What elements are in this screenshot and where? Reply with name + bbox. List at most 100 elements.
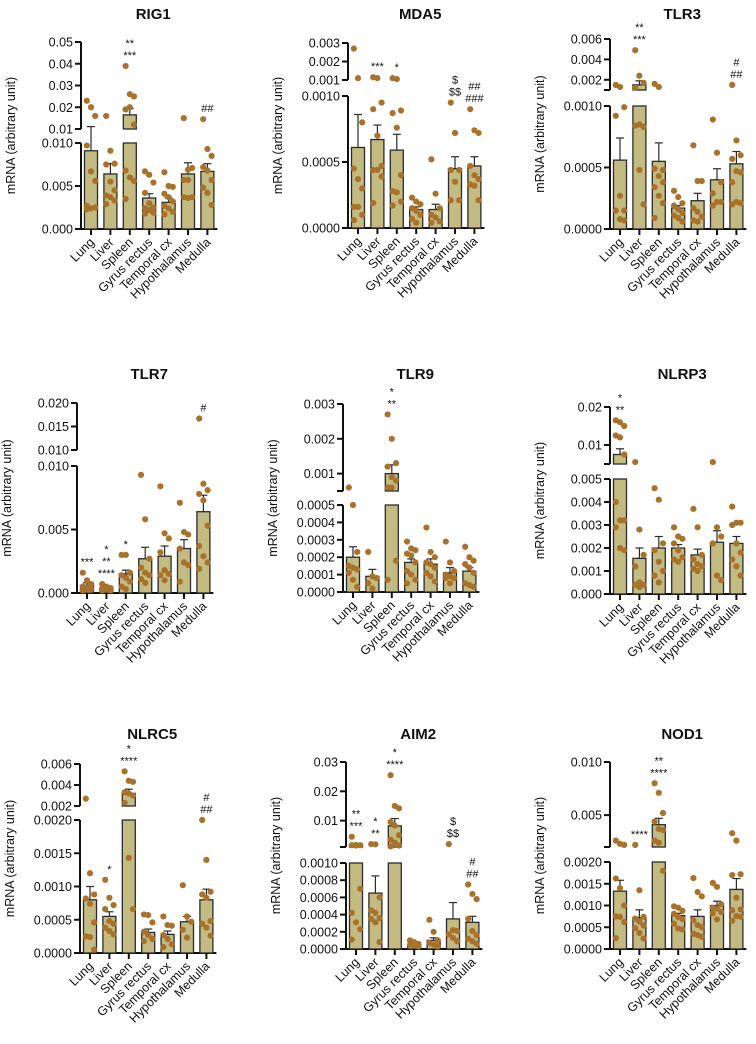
significance-label: $$ (449, 87, 461, 99)
data-point (616, 192, 624, 199)
data-point (204, 167, 211, 174)
data-point (91, 919, 98, 926)
data-point (137, 471, 145, 478)
chart-mda5: MDA5 mRNA (arbitrary unit) 0.0000 0.0005 0.0… (271, 6, 484, 301)
data-point (729, 179, 736, 186)
y-tick-label: 0.0010 (564, 100, 602, 114)
data-point (718, 901, 725, 908)
data-point (392, 477, 400, 484)
data-point (670, 187, 678, 194)
data-point (694, 888, 701, 896)
data-point (636, 918, 643, 925)
y-tick-label: 0.0010 (300, 857, 338, 871)
data-point (612, 498, 619, 506)
y-tick-label: 0.0020 (34, 814, 72, 828)
data-point (107, 194, 114, 201)
data-point (616, 83, 624, 91)
data-point (469, 927, 476, 935)
data-point (426, 916, 433, 923)
data-point (165, 570, 172, 578)
data-point (110, 931, 117, 938)
data-point (632, 563, 639, 570)
data-point (164, 935, 171, 943)
data-point (447, 99, 454, 106)
data-point (466, 564, 473, 571)
data-point (397, 198, 405, 205)
chart-tlr3: TLR3 mRNA (arbitrary unit) 0.0000 0.0005 0.0… (533, 6, 747, 302)
data-point (621, 207, 628, 214)
data-point (423, 569, 430, 576)
data-point (111, 160, 118, 167)
y-tick-label: 0.005 (571, 809, 602, 823)
y-tick-label: 0.05 (49, 36, 73, 50)
data-point (709, 116, 716, 123)
data-point (82, 795, 89, 802)
data-point (454, 927, 461, 935)
data-point (203, 856, 210, 864)
data-point (378, 173, 385, 180)
bar-group-liver: Liver*** (352, 816, 383, 984)
data-point (397, 107, 405, 114)
data-point (679, 915, 686, 923)
data-point (470, 557, 477, 564)
data-point (395, 805, 403, 812)
data-point (655, 173, 662, 180)
data-point (415, 943, 422, 950)
data-point (698, 893, 705, 900)
data-point (655, 579, 662, 586)
data-point (83, 206, 90, 213)
y-tick-label: 0.0003 (297, 533, 335, 547)
data-point (200, 163, 207, 171)
significance-label: # (200, 403, 207, 415)
data-point (196, 542, 203, 550)
data-point (659, 809, 667, 817)
data-point (370, 199, 377, 207)
data-point (91, 891, 98, 898)
significance-label: *** (123, 50, 137, 62)
data-point (126, 174, 133, 181)
y-tick-label: 0.002 (304, 432, 335, 446)
data-point (122, 195, 129, 202)
y-tick-label: 0.000 (571, 588, 602, 602)
data-point (713, 916, 721, 923)
bar (121, 819, 136, 954)
data-point (199, 816, 206, 824)
y-tick-label: 0.002 (41, 800, 72, 814)
y-tick-label: 0.0015 (34, 847, 72, 861)
data-point (442, 538, 449, 545)
data-point (698, 924, 705, 931)
data-point (86, 870, 94, 877)
data-point (403, 580, 411, 587)
bar (612, 478, 628, 595)
data-point (737, 549, 744, 556)
y-tick-label: 0.02 (49, 101, 73, 115)
y-tick-label: 0.02 (314, 785, 338, 799)
data-point (651, 780, 658, 787)
data-point (709, 540, 716, 547)
significance-label: * (127, 743, 132, 755)
significance-label: *** (371, 61, 385, 73)
data-point (431, 564, 438, 571)
y-tick-label: 0.001 (309, 74, 340, 88)
bar (176, 547, 192, 594)
y-tick-label: 0.01 (314, 814, 338, 828)
y-tick-label: 0.0006 (300, 891, 338, 905)
data-point (659, 166, 667, 174)
data-point (718, 533, 725, 540)
data-point (408, 215, 416, 222)
significance-label: $$ (447, 828, 459, 840)
data-point (632, 84, 639, 92)
data-point (204, 189, 211, 196)
y-tick-label: 0.005 (38, 523, 69, 537)
data-point (125, 854, 132, 862)
data-point (389, 202, 396, 209)
y-tick-label: 0.0004 (297, 516, 335, 530)
data-point (103, 112, 110, 120)
data-point (729, 521, 736, 529)
chart-aim2: AIM2 mRNA (arbitrary unit) 0.0000 0.0002 0.0… (269, 726, 483, 1022)
significance-label: **** (98, 568, 116, 580)
data-point (737, 906, 744, 913)
chart-title: TLR7 (130, 366, 168, 383)
significance-label: ## (200, 804, 213, 816)
data-point (709, 910, 716, 917)
